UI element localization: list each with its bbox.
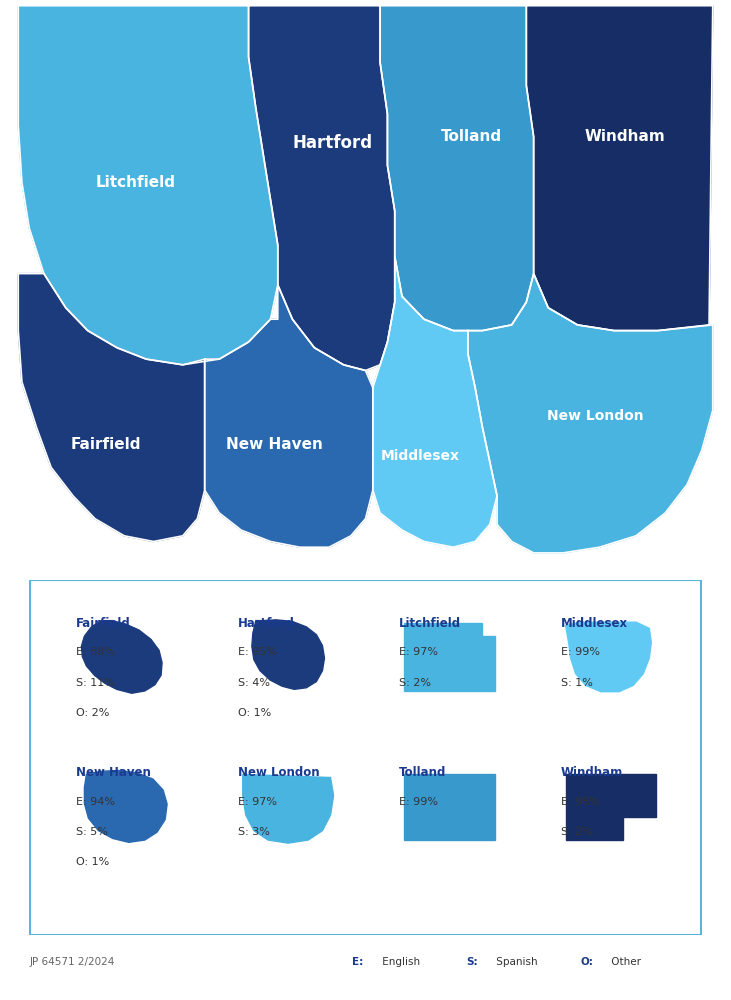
Polygon shape bbox=[252, 620, 325, 689]
Polygon shape bbox=[249, 6, 395, 370]
Polygon shape bbox=[84, 770, 167, 842]
Text: Other: Other bbox=[607, 957, 640, 967]
Text: English: English bbox=[379, 957, 427, 967]
Text: Hartford: Hartford bbox=[238, 617, 295, 630]
Text: Middlesex: Middlesex bbox=[561, 617, 628, 630]
Polygon shape bbox=[526, 6, 713, 331]
Text: New Haven: New Haven bbox=[76, 766, 151, 779]
Text: O: 1%: O: 1% bbox=[238, 708, 271, 718]
Text: Windham: Windham bbox=[561, 766, 623, 779]
Text: New London: New London bbox=[238, 766, 319, 779]
Text: E: 95%: E: 95% bbox=[238, 647, 276, 657]
Text: Windham: Windham bbox=[585, 129, 665, 144]
Text: S: 3%: S: 3% bbox=[238, 827, 270, 837]
Text: O: 2%: O: 2% bbox=[76, 708, 110, 718]
Polygon shape bbox=[205, 285, 373, 547]
Text: New London: New London bbox=[548, 409, 644, 423]
Text: E: 98%: E: 98% bbox=[561, 797, 599, 807]
Text: S:: S: bbox=[466, 957, 478, 967]
Text: O: 1%: O: 1% bbox=[76, 857, 110, 867]
Polygon shape bbox=[566, 774, 656, 840]
Polygon shape bbox=[468, 274, 713, 553]
Text: S: 2%: S: 2% bbox=[399, 678, 431, 688]
Text: E: 99%: E: 99% bbox=[561, 647, 599, 657]
Text: E: 99%: E: 99% bbox=[399, 797, 438, 807]
Text: S: 4%: S: 4% bbox=[238, 678, 270, 688]
Text: S: 1%: S: 1% bbox=[561, 678, 592, 688]
Text: S: 5%: S: 5% bbox=[76, 827, 108, 837]
Polygon shape bbox=[243, 774, 333, 843]
Polygon shape bbox=[380, 6, 534, 331]
Text: Middlesex: Middlesex bbox=[381, 449, 460, 463]
Text: Tolland: Tolland bbox=[399, 766, 447, 779]
Polygon shape bbox=[18, 274, 205, 542]
FancyBboxPatch shape bbox=[30, 580, 701, 935]
Text: Spanish: Spanish bbox=[493, 957, 545, 967]
Text: New Haven: New Haven bbox=[226, 437, 322, 452]
Text: Litchfield: Litchfield bbox=[95, 175, 175, 190]
Text: S: 11%: S: 11% bbox=[76, 678, 115, 688]
Text: O:: O: bbox=[580, 957, 594, 967]
Text: Fairfield: Fairfield bbox=[71, 437, 141, 452]
Polygon shape bbox=[81, 621, 162, 693]
Text: Fairfield: Fairfield bbox=[76, 617, 131, 630]
Text: E: 88%: E: 88% bbox=[76, 647, 115, 657]
Polygon shape bbox=[18, 6, 278, 365]
Polygon shape bbox=[404, 623, 495, 691]
Polygon shape bbox=[566, 622, 651, 692]
Text: Litchfield: Litchfield bbox=[399, 617, 461, 630]
Polygon shape bbox=[404, 774, 495, 840]
Text: JP 64571 2/2024: JP 64571 2/2024 bbox=[29, 957, 115, 967]
Text: E: 97%: E: 97% bbox=[238, 797, 277, 807]
Text: E: 97%: E: 97% bbox=[399, 647, 438, 657]
Text: Hartford: Hartford bbox=[292, 133, 373, 151]
Text: Tolland: Tolland bbox=[441, 129, 502, 144]
Text: E: 94%: E: 94% bbox=[76, 797, 115, 807]
Text: S: 2%: S: 2% bbox=[561, 827, 593, 837]
Text: E:: E: bbox=[352, 957, 363, 967]
Polygon shape bbox=[373, 256, 497, 547]
